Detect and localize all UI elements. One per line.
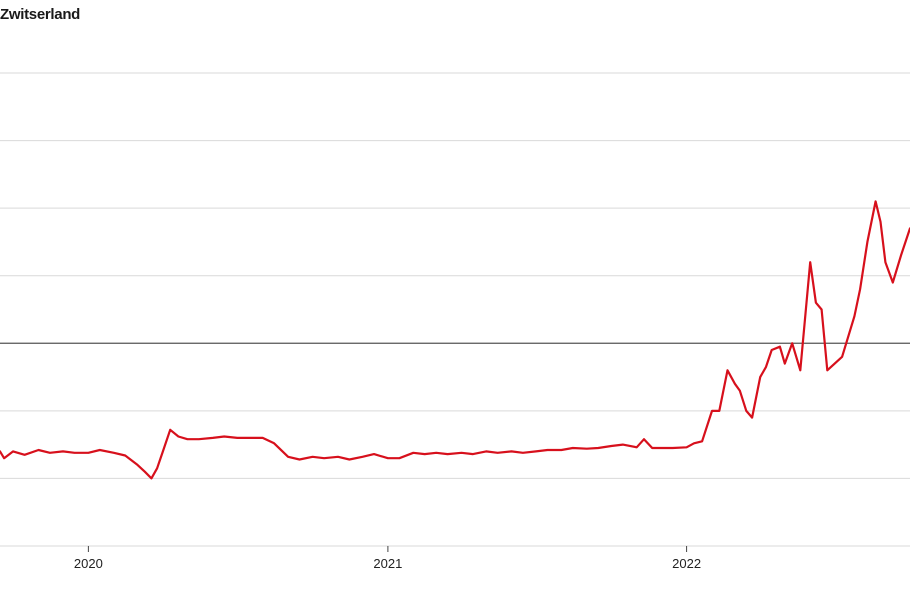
x-tick-label: 2020: [74, 556, 103, 571]
x-axis: 2020 2021 2022: [74, 546, 701, 571]
series-line: [0, 200, 910, 480]
chart-title: Zwitserland: [0, 6, 81, 23]
gridlines: [0, 72, 910, 547]
x-tick-label: 2021: [373, 556, 402, 571]
series-layer: [0, 200, 910, 480]
x-tick-label: 2022: [672, 556, 701, 571]
